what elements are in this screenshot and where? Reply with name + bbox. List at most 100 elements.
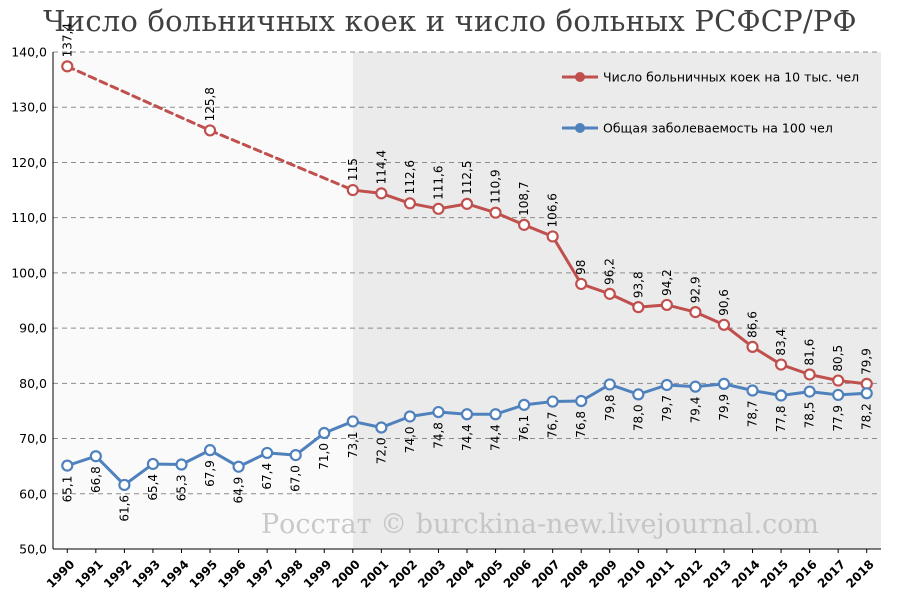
x-tick-label: 2007 [529,557,563,591]
legend-label: Число больничных коек на 10 тыс. чел [603,70,859,85]
y-tick-label: 90,0 [19,321,47,336]
morbidity-point [146,457,160,471]
morbidity-point [660,378,673,392]
beds-point [546,230,559,243]
morbidity-data-label: 65,1 [60,476,74,503]
x-tick-label: 2000 [329,557,363,591]
x-tick-label: 2002 [386,557,420,591]
morbidity-point [546,395,559,408]
x-tick-label: 1992 [101,557,135,591]
x-tick-label: 2012 [672,557,706,591]
legend-item: Общая заболеваемость на 100 чел [562,121,833,136]
morbidity-point [689,380,702,393]
beds-point [803,368,816,381]
x-tick-label: 1999 [301,557,335,591]
beds-point [203,124,217,137]
beds-point [746,340,759,353]
y-tick-label: 110,0 [11,210,47,225]
y-tick-label: 80,0 [19,376,47,391]
morbidity-data-label: 77,8 [774,405,788,432]
morbidity-data-label: 78,5 [803,402,817,429]
beds-segment [208,128,355,192]
beds-data-label: 98 [574,260,588,275]
legend-marker [575,72,585,82]
x-tick-label: 2014 [729,557,763,591]
morbidity-data-label: 79,9 [717,394,731,421]
x-tick-label: 1997 [244,557,278,591]
morbidity-point [432,405,445,419]
x-tick-label: 2018 [843,557,877,591]
x-tick-label: 1996 [215,557,249,591]
beds-data-label: 115 [346,158,360,181]
beds-point [489,206,502,219]
beds-point [375,187,388,200]
beds-data-label: 81,6 [803,339,817,366]
x-tick-label: 2015 [758,557,792,591]
morbidity-point [89,450,102,463]
morbidity-point [717,377,731,390]
morbidity-point [61,459,74,472]
morbidity-point [289,449,302,462]
x-tick-label: 1993 [130,557,164,591]
beds-data-label: 86,6 [746,311,760,338]
beds-point [689,305,702,319]
beds-point [603,287,616,300]
morbidity-data-label: 76,8 [574,411,588,438]
x-tick-label: 2001 [358,557,392,591]
morbidity-point [346,415,359,428]
beds-data-label: 112,5 [460,161,474,195]
morbidity-data-label: 66,8 [89,466,103,493]
morbidity-point [746,384,759,397]
morbidity-point [518,398,531,411]
beds-point [518,218,531,231]
beds-data-label: 137,4 [60,23,74,57]
x-tick-label: 1995 [187,557,221,591]
morbidity-data-label: 74,8 [431,422,445,449]
beds-data-label: 110,9 [489,169,503,203]
beds-data-label: 96,2 [603,258,617,285]
morbidity-data-label: 76,1 [517,415,531,442]
morbidity-point [403,410,416,423]
beds-point [403,197,416,210]
x-tick-label: 2004 [444,557,478,591]
x-tick-label: 2011 [643,557,677,591]
morbidity-point [774,389,788,402]
morbidity-point [575,394,588,408]
morbidity-data-label: 73,1 [346,431,360,458]
y-tick-label: 120,0 [11,155,47,170]
morbidity-data-label: 74,4 [460,424,474,451]
morbidity-point [860,387,873,400]
morbidity-data-label: 78,7 [746,401,760,428]
morbidity-point [460,408,474,421]
y-tick-label: 70,0 [19,431,47,446]
beds-data-label: 114,4 [374,150,388,184]
morbidity-point [232,460,245,473]
y-tick-label: 50,0 [19,542,47,557]
beds-data-label: 90,6 [717,289,731,316]
unshaded-region [53,52,353,549]
watermark-text: Росстат © burckina-new.livejournal.com [261,509,819,540]
morbidity-data-label: 61,6 [117,495,131,522]
beds-data-label: 112,6 [403,160,417,194]
y-tick-label: 100,0 [11,265,47,280]
morbidity-data-label: 79,8 [603,394,617,421]
beds-point [61,60,74,73]
morbidity-point [803,385,816,398]
x-tick-label: 2016 [786,557,820,591]
morbidity-point [118,478,131,492]
morbidity-data-label: 77,9 [831,405,845,432]
beds-data-label: 92,9 [688,276,702,303]
chart-title: Число больничных коек и число больных РС… [43,4,857,38]
morbidity-data-label: 74,4 [489,424,503,451]
beds-data-label: 94,2 [660,269,674,296]
beds-data-label: 125,8 [203,87,217,121]
shaded-region [352,52,881,549]
morbidity-data-label: 67,4 [260,463,274,490]
x-tick-label: 1990 [44,557,78,591]
morbidity-point [175,458,188,471]
beds-point [774,358,788,371]
beds-point [832,374,845,387]
morbidity-data-label: 65,3 [174,475,188,502]
x-tick-label: 2013 [701,557,735,591]
